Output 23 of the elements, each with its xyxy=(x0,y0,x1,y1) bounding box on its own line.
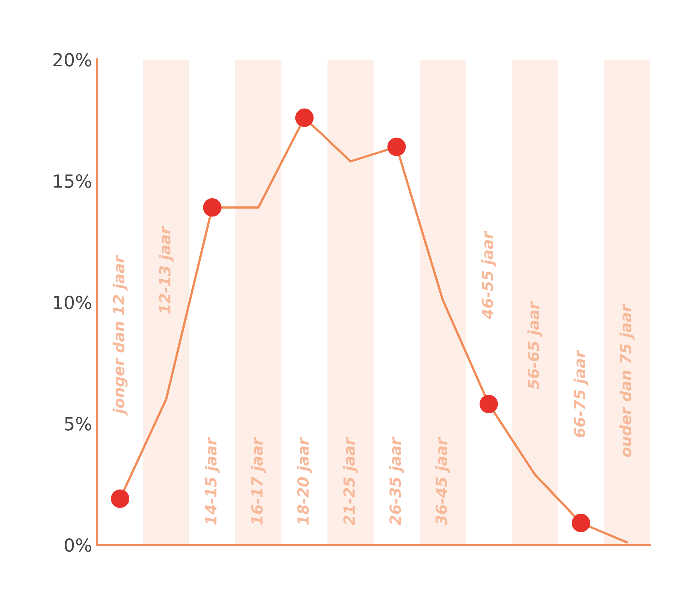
y-tick-label: 10% xyxy=(54,296,92,310)
point xyxy=(203,198,222,217)
y-tick-label: 15% xyxy=(54,174,92,188)
x-tick-label: 21-25 jaar xyxy=(343,437,358,526)
point xyxy=(111,490,130,508)
x-tick-label: 66-75 jaar xyxy=(574,350,589,438)
x-tick-label: 16-17 jaar xyxy=(251,437,266,525)
point xyxy=(480,395,498,414)
point xyxy=(572,514,590,532)
x-tick-label: 56-65 jaar xyxy=(528,301,543,390)
y-tick-label: 0% xyxy=(64,538,92,552)
x-tick-label: 12-13 jaar xyxy=(158,226,174,314)
x-tick-label: jonger dan 12 jaar xyxy=(112,255,128,416)
point xyxy=(295,108,314,128)
x-tick-label: 18-20 jaar xyxy=(297,437,312,525)
y-tick-label: 20% xyxy=(54,53,92,67)
x-tick-label: 46-55 jaar xyxy=(482,231,496,320)
x-tick-label: 26-35 jaar xyxy=(389,437,404,526)
x-tick-label: ouder dan 75 jaar xyxy=(620,304,635,458)
y-tick-label: 5% xyxy=(65,417,92,431)
x-tick-label: 14-15 jaar xyxy=(205,437,220,525)
point xyxy=(388,138,406,156)
x-tick-label: 36-45 jaar xyxy=(435,437,450,526)
